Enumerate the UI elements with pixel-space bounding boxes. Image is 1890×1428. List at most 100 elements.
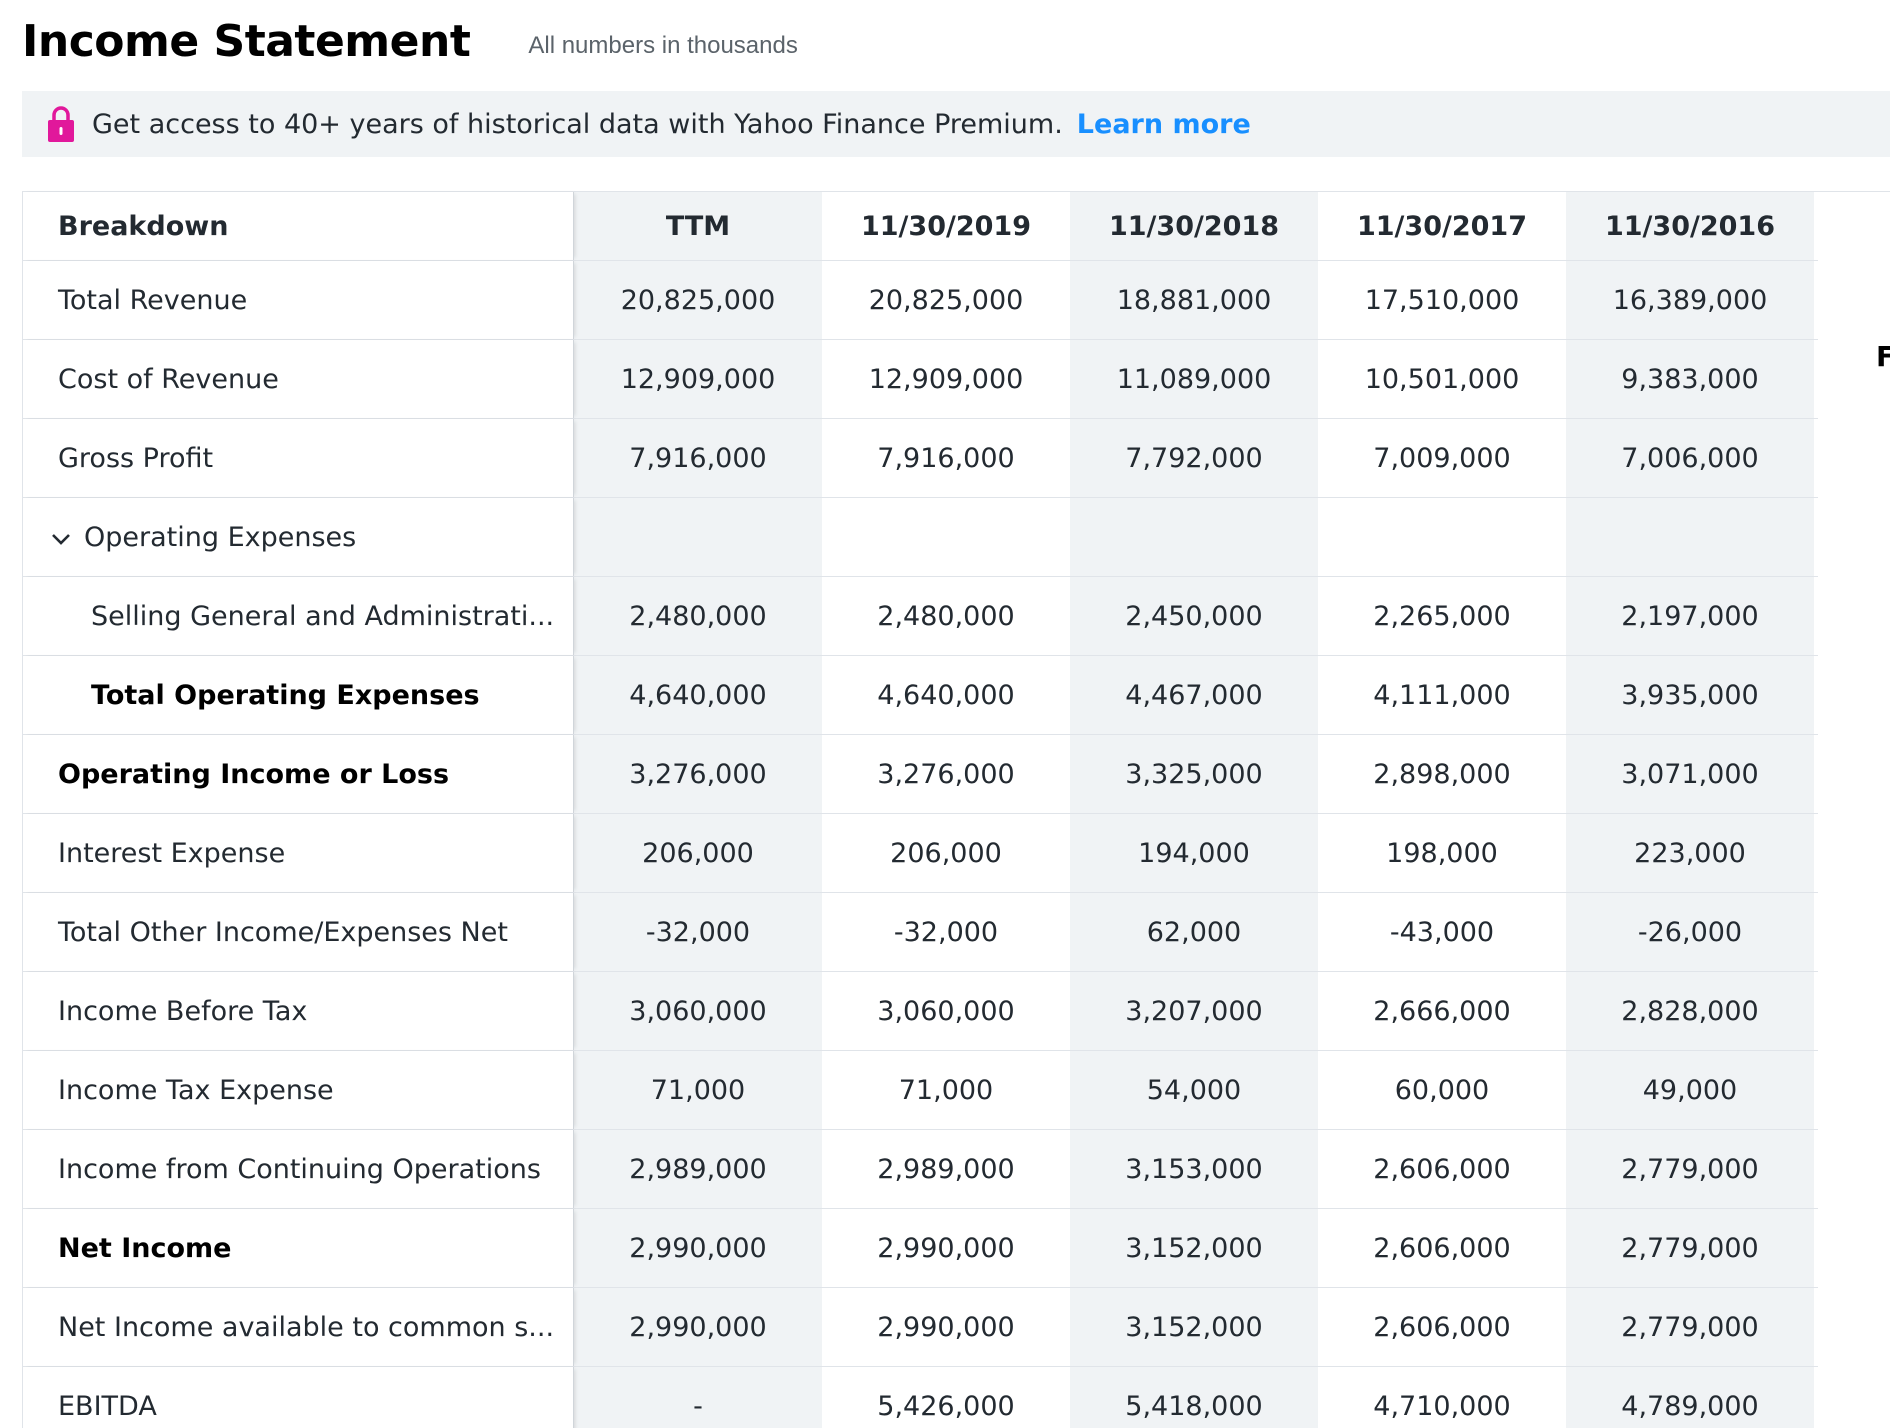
table-cell: 9,383,000 [1566, 340, 1814, 418]
right-panel-edge [1818, 191, 1890, 1428]
column-header-2016: 11/30/2016 [1566, 192, 1814, 260]
learn-more-link[interactable]: Learn more [1076, 108, 1251, 140]
table-cell: 5,418,000 [1070, 1367, 1318, 1428]
row-label: Income Before Tax [22, 972, 574, 1050]
row-label: Total Operating Expenses [22, 656, 574, 734]
table-cell: 7,006,000 [1566, 419, 1814, 497]
row-label: EBITDA [22, 1367, 574, 1428]
table-row-sga: Selling General and Administrati... 2,48… [22, 577, 1818, 656]
table-row-interest-expense: Interest Expense 206,000 206,000 194,000… [22, 814, 1818, 893]
table-cell [822, 498, 1070, 576]
table-cell: 3,152,000 [1070, 1209, 1318, 1287]
table-cell: 2,606,000 [1373, 1311, 1511, 1343]
table-cell: -26,000 [1566, 893, 1814, 971]
table-cell: 2,989,000 [574, 1130, 822, 1208]
table-cell: 7,792,000 [1070, 419, 1318, 497]
table-cell: 20,825,000 [574, 261, 822, 339]
table-cell: 4,710,000 [1373, 1390, 1511, 1422]
row-label: Operating Income or Loss [22, 735, 574, 813]
table-cell [574, 498, 822, 576]
table-row-income-before-tax: Income Before Tax 3,060,000 3,060,000 3,… [22, 972, 1818, 1051]
row-label: Selling General and Administrati... [22, 577, 574, 655]
table-cell: 194,000 [1070, 814, 1318, 892]
column-header-2017: 11/30/2017 [1356, 210, 1527, 242]
lock-icon [46, 105, 76, 143]
chevron-down-icon [50, 526, 72, 548]
table-cell: 2,779,000 [1566, 1288, 1814, 1366]
table-cell: 3,152,000 [1070, 1288, 1318, 1366]
row-label: Net Income [22, 1209, 574, 1287]
table-cell: 206,000 [574, 814, 822, 892]
table-cell: 71,000 [574, 1051, 822, 1129]
table-cell: 2,480,000 [574, 577, 822, 655]
column-header-2019: 11/30/2019 [860, 210, 1031, 242]
row-label: Net Income available to common s... [22, 1288, 574, 1366]
table-row-total-operating-expenses: Total Operating Expenses 4,640,000 4,640… [22, 656, 1818, 735]
table-header-row: Breakdown TTM 11/30/2019 11/30/2018 11/3… [22, 192, 1818, 261]
income-statement-table: Breakdown TTM 11/30/2019 11/30/2018 11/3… [22, 191, 1818, 1428]
units-note: All numbers in thousands [528, 32, 798, 59]
table-cell: 4,640,000 [574, 656, 822, 734]
table-row-cost-of-revenue: Cost of Revenue 12,909,000 12,909,000 11… [22, 340, 1818, 419]
table-cell: 3,207,000 [1070, 972, 1318, 1050]
breakdown-header: Breakdown [22, 192, 574, 260]
table-cell: 223,000 [1566, 814, 1814, 892]
table-cell: 4,789,000 [1566, 1367, 1814, 1428]
table-cell: 5,426,000 [877, 1390, 1015, 1422]
table-cell: 3,153,000 [1070, 1130, 1318, 1208]
table-cell: 3,325,000 [1070, 735, 1318, 813]
table-cell: 2,197,000 [1566, 577, 1814, 655]
table-cell: 2,606,000 [1373, 1232, 1511, 1264]
clipped-side-text: F [1876, 340, 1890, 373]
table-cell: - [574, 1367, 822, 1428]
table-cell: 20,825,000 [868, 284, 1024, 316]
table-cell: 60,000 [1394, 1074, 1490, 1106]
page-header: Income Statement All numbers in thousand… [22, 14, 798, 70]
table-cell: 3,935,000 [1566, 656, 1814, 734]
table-cell [1070, 498, 1318, 576]
table-cell: 4,111,000 [1373, 679, 1511, 711]
expand-operating-expenses-toggle[interactable]: Operating Expenses [22, 498, 574, 576]
row-label: Cost of Revenue [22, 340, 574, 418]
column-header-2018: 11/30/2018 [1070, 192, 1318, 260]
premium-banner: Get access to 40+ years of historical da… [22, 91, 1890, 157]
table-cell [1318, 498, 1566, 576]
row-label: Interest Expense [22, 814, 574, 892]
table-cell: 2,990,000 [877, 1232, 1015, 1264]
row-label: Gross Profit [22, 419, 574, 497]
table-cell: 11,089,000 [1070, 340, 1318, 418]
banner-message: Get access to 40+ years of historical da… [92, 108, 1063, 140]
table-cell: 2,990,000 [877, 1311, 1015, 1343]
table-cell: 2,828,000 [1566, 972, 1814, 1050]
column-header-ttm: TTM [574, 192, 822, 260]
table-cell: 2,898,000 [1373, 758, 1511, 790]
table-cell: -32,000 [574, 893, 822, 971]
table-cell: 2,480,000 [877, 600, 1015, 632]
table-cell: 17,510,000 [1364, 284, 1520, 316]
table-cell: 10,501,000 [1364, 363, 1520, 395]
table-cell: 2,666,000 [1373, 995, 1511, 1027]
table-cell: 54,000 [1070, 1051, 1318, 1129]
table-cell: 71,000 [898, 1074, 994, 1106]
table-cell: 3,060,000 [877, 995, 1015, 1027]
table-cell: 7,916,000 [877, 442, 1015, 474]
table-cell: 206,000 [890, 837, 1002, 869]
page-title: Income Statement [22, 16, 471, 67]
row-label: Operating Expenses [84, 521, 357, 553]
table-cell: 49,000 [1566, 1051, 1814, 1129]
table-cell [1566, 498, 1814, 576]
table-cell: 2,990,000 [574, 1288, 822, 1366]
row-label: Total Revenue [22, 261, 574, 339]
table-cell: 18,881,000 [1070, 261, 1318, 339]
table-cell: 7,009,000 [1373, 442, 1511, 474]
table-cell: 4,640,000 [877, 679, 1015, 711]
row-label: Total Other Income/Expenses Net [22, 893, 574, 971]
table-cell: 62,000 [1070, 893, 1318, 971]
table-row-other-income: Total Other Income/Expenses Net -32,000 … [22, 893, 1818, 972]
table-cell: -32,000 [893, 916, 999, 948]
table-cell: 198,000 [1386, 837, 1498, 869]
table-cell: 3,276,000 [574, 735, 822, 813]
table-row-operating-expenses[interactable]: Operating Expenses [22, 498, 1818, 577]
table-cell: 3,276,000 [877, 758, 1015, 790]
